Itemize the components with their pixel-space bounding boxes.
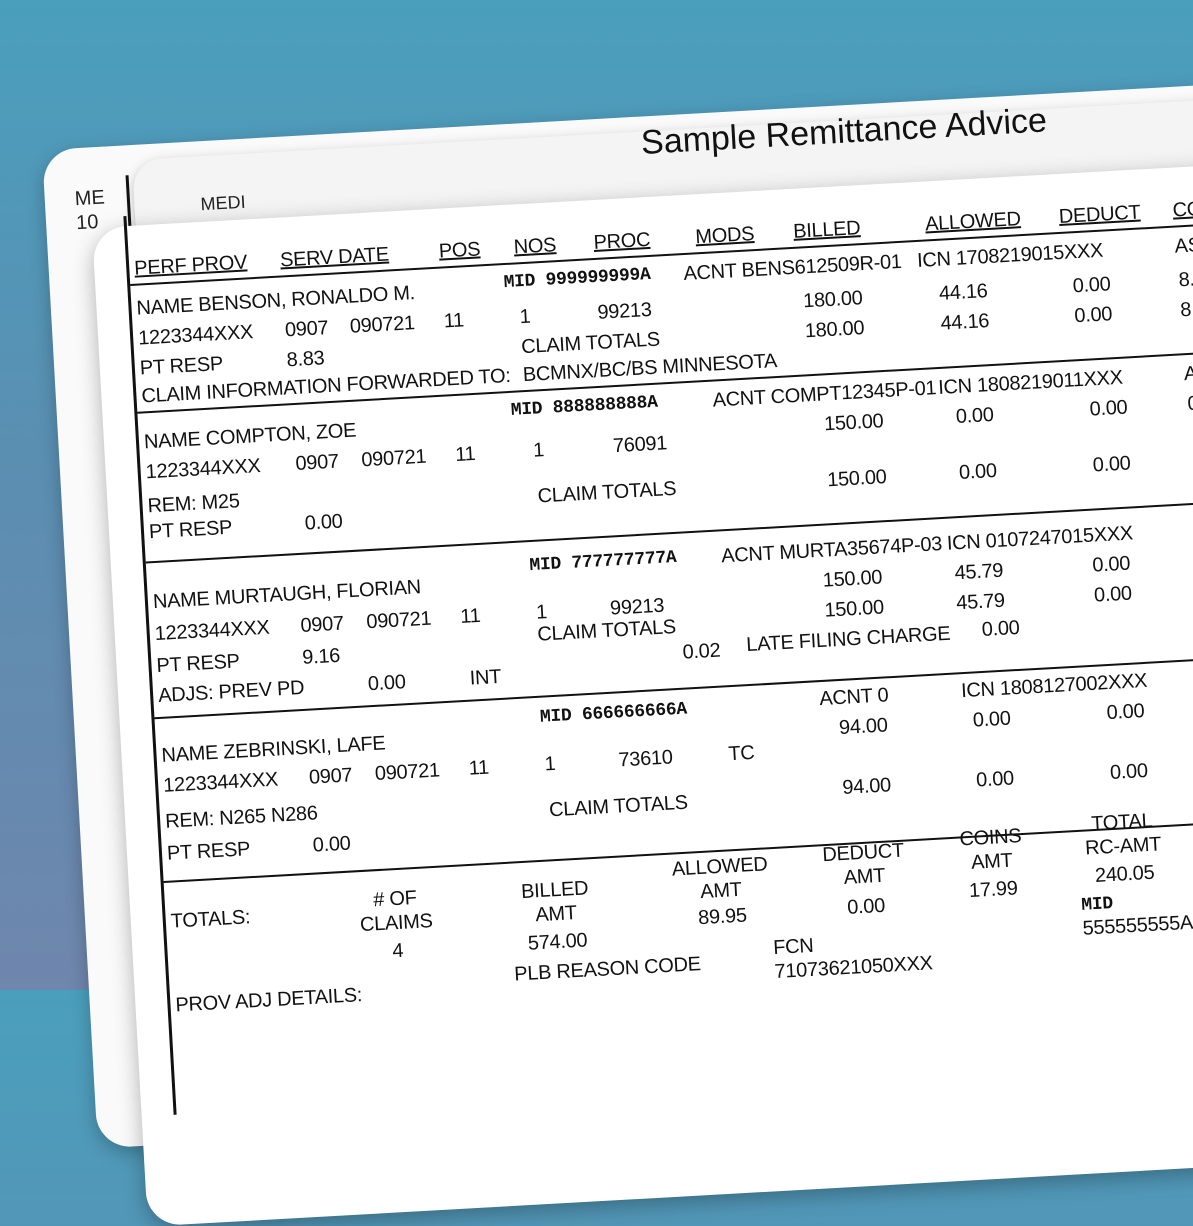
claim-pt-resp-label: PT RESP [139, 352, 224, 380]
claim-nos: 1 [535, 601, 548, 624]
claim-proc: 73610 [617, 746, 674, 772]
claim-pt-resp: 0.00 [304, 510, 344, 535]
claim-pt-resp: 9.16 [301, 644, 341, 669]
claim-pt-resp: 8.83 [286, 347, 325, 372]
claim-proc: 99213 [596, 298, 653, 324]
claim-total-deduct: 0.00 [1109, 759, 1149, 785]
claim-proc: 76091 [612, 432, 668, 458]
claim-to-date: 090721 [374, 759, 441, 786]
claim-nos: 1 [519, 305, 532, 329]
claim-allowed: 45.79 [954, 559, 1004, 585]
claim-from-date: 0907 [284, 316, 329, 342]
header-mods: MODS [694, 223, 755, 249]
claim-pt-resp-label: PT RESP [155, 650, 241, 678]
claim-billed: 94.00 [838, 714, 889, 740]
header-pos: POS [438, 238, 481, 263]
header-proc: PROC [593, 228, 651, 255]
claim-total-deduct: 0.00 [1093, 582, 1133, 607]
claim-from-date: 0907 [308, 764, 353, 789]
claim-pos: 11 [468, 756, 490, 780]
claim-nos: 1 [544, 752, 557, 776]
back-sheet-stub: ME [74, 186, 106, 211]
claim-billed: 180.00 [802, 287, 864, 313]
claim-deduct: 0.00 [1106, 700, 1145, 725]
header-nos: NOS [513, 234, 557, 259]
claim-pt-resp-label: PT RESP [166, 838, 251, 865]
claim-billed: 150.00 [823, 410, 885, 436]
fcn-label: FCN [772, 934, 815, 960]
claim-billed: 150.00 [822, 566, 883, 592]
totals-label: TOTALS: [170, 906, 251, 933]
claim-allowed: 44.16 [938, 280, 989, 305]
claim-edge-cell: AS [1174, 234, 1193, 258]
claim-pt-resp: 0.00 [312, 832, 352, 857]
claim-pt-resp-label: PT RESP [148, 516, 233, 544]
claim-mods: TC [727, 741, 756, 766]
claim-nos: 1 [532, 439, 545, 462]
claim-acnt: ACNT 0 [818, 684, 889, 711]
claim-deduct: 0.00 [1089, 396, 1128, 421]
header-deduct: DEDUCT [1058, 201, 1141, 228]
claim-allowed: 0.00 [972, 707, 1012, 732]
back-sheet-stub: 10 [75, 210, 99, 235]
claim-to-date: 090721 [365, 607, 432, 634]
claim-total-allowed: 0.00 [958, 459, 998, 484]
claim-to-date: 090721 [349, 312, 416, 338]
header-co: CO [1172, 198, 1193, 222]
claim-allowed: 0.00 [955, 403, 995, 429]
claim-total-allowed: 0.00 [975, 767, 1015, 792]
claim-pos: 11 [459, 604, 482, 629]
claim-late-filing: 0.00 [981, 616, 1021, 641]
claim-interest-label: INT [469, 665, 502, 690]
claim-to-date: 090721 [360, 445, 427, 472]
claim-edge-cell: A [1183, 362, 1193, 386]
claim-prev-paid: 0.00 [367, 671, 407, 696]
claim-from-date: 0907 [299, 612, 345, 637]
header-billed: BILLED [792, 217, 861, 243]
claim-total-deduct: 0.00 [1073, 303, 1113, 328]
claim-edge-cell: 8. [1179, 298, 1193, 322]
claim-edge-cell: 0 [1186, 392, 1193, 416]
totals-mid-label: MID [1080, 894, 1114, 916]
claim-from-date: 0907 [294, 450, 340, 475]
claim-interest: 0.02 [682, 639, 721, 664]
remittance-sheet: PERF PROV SERV DATE POS NOS PROC MODS BI… [92, 144, 1193, 1226]
claim-pos: 11 [443, 309, 465, 333]
claim-deduct: 0.00 [1072, 273, 1112, 298]
claim-total-billed: 150.00 [823, 596, 885, 622]
claim-total-billed: 150.00 [826, 466, 888, 492]
claim-total-allowed: 45.79 [955, 589, 1006, 615]
claim-edge-cell: 8. [1178, 268, 1193, 292]
claim-pos: 11 [454, 442, 476, 467]
claim-total-allowed: 44.16 [940, 310, 990, 335]
claim-total-billed: 180.00 [804, 317, 865, 343]
claim-total-deduct: 0.00 [1092, 452, 1132, 477]
claim-total-billed: 94.00 [841, 774, 892, 799]
claim-deduct: 0.00 [1091, 552, 1131, 577]
